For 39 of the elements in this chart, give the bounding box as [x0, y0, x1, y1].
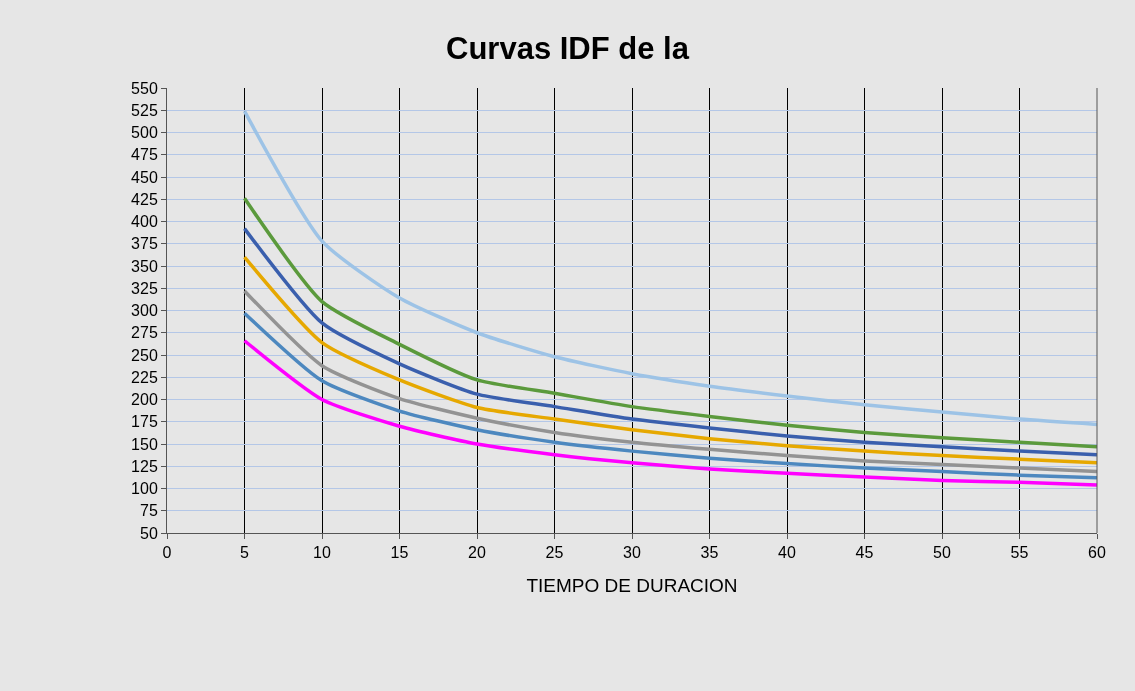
x-tick-label: 15	[390, 544, 409, 562]
y-tick-label: 250	[131, 346, 158, 364]
y-tick-label: 475	[131, 146, 158, 164]
y-tick-label: 175	[131, 413, 158, 431]
y-tick-label: 550	[131, 79, 158, 97]
x-tick-label: 60	[1088, 544, 1106, 562]
x-tick-label: 5	[240, 544, 250, 562]
y-tick-label: 300	[131, 302, 158, 320]
y-tick-label: 400	[131, 213, 158, 231]
y-tick-label: 75	[140, 502, 158, 520]
y-tick-label: 450	[131, 168, 158, 186]
y-tick-label: 375	[131, 235, 158, 253]
x-tick-label: 10	[313, 544, 331, 562]
line-series	[242, 109, 1097, 427]
y-tick-label: 150	[131, 435, 158, 453]
x-axis-title: TIEMPO DE DURACION	[526, 575, 738, 596]
y-tick-label: 275	[131, 324, 158, 342]
x-tick-label: 30	[623, 544, 641, 562]
y-tick-label: 325	[131, 279, 158, 297]
x-tick-label: 55	[1010, 544, 1029, 562]
x-tick-label: 25	[545, 544, 564, 562]
y-tick-label: 100	[131, 480, 158, 498]
chart-title: Curvas IDF de la	[446, 31, 690, 67]
y-tick-label: 225	[131, 368, 158, 386]
y-tick-label: 500	[131, 124, 158, 142]
x-tick-label: 50	[933, 544, 951, 562]
x-tick-label: 40	[778, 544, 796, 562]
x-tick-label: 20	[468, 544, 486, 562]
line-series	[242, 339, 1097, 487]
y-tick-label: 50	[140, 524, 158, 542]
y-tick-label: 125	[131, 457, 158, 475]
y-tick-label: 350	[131, 257, 158, 275]
y-tick-label: 525	[131, 101, 158, 119]
line-series	[242, 255, 1097, 465]
y-tick-label: 425	[131, 190, 158, 208]
x-tick-label: 45	[855, 544, 874, 562]
x-tick-label: 0	[162, 544, 172, 562]
y-tick-label: 200	[131, 391, 158, 409]
x-tick-label: 35	[700, 544, 719, 562]
